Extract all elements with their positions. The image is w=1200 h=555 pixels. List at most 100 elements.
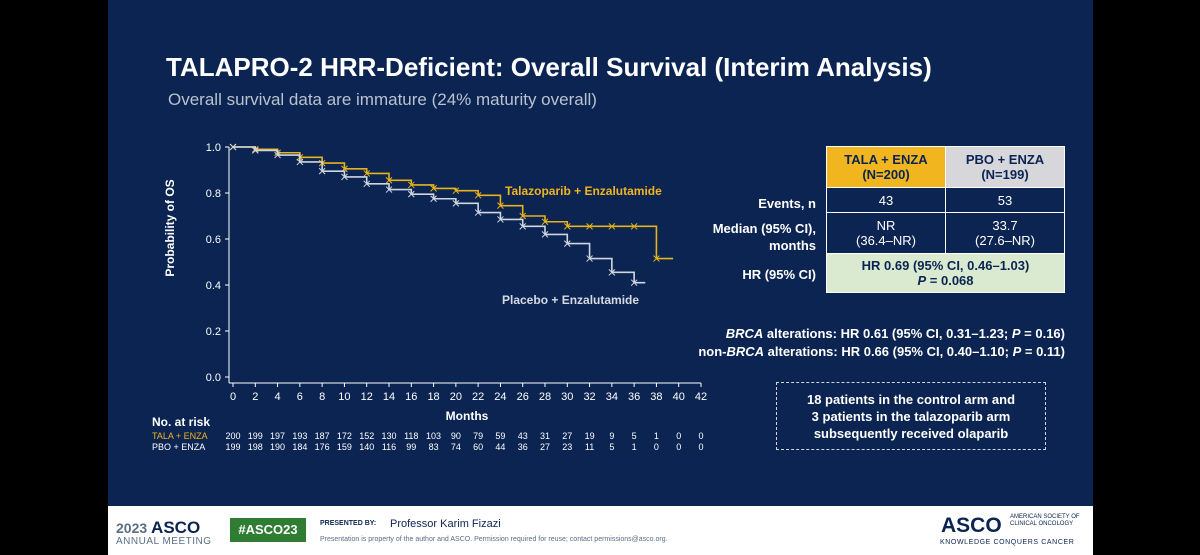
censor-mark-tala [608,222,616,230]
risk-value: 172 [337,431,352,441]
risk-value: 9 [609,431,614,441]
risk-value: 130 [381,431,396,441]
tala-header-line1: TALA + ENZA [844,152,928,167]
risk-value: 1 [632,442,637,452]
risk-value: 187 [315,431,330,441]
events-label: Events, n [758,196,816,211]
risk-table: 200 199 197 193 187 172 152 130 118 103 90 79 59 43 31… [225,431,703,452]
x-tick-label: 0 [230,391,236,403]
censor-mark-pbo [274,151,281,159]
callout-line2: 3 patients in the talazoparib arm [811,408,1011,424]
risk-value: 159 [337,442,352,452]
events-pbo: 53 [945,187,1065,213]
median-label: Median (95% CI), months [668,220,816,254]
risk-value: 83 [429,442,439,452]
x-tick-label: 30 [561,391,573,403]
property-notice: Presentation is property of the author a… [320,536,668,543]
censor-mark-pbo [363,180,371,188]
survival-curves [229,143,674,287]
risk-value: 43 [518,431,528,441]
censor-mark-pbo [341,173,348,181]
footer: 2023 ASCO ANNUAL MEETING #ASCO23 PRESENT… [108,506,1093,555]
risk-value: 19 [585,431,595,441]
y-axis-label: Probability of OS [163,179,177,276]
slide-title: TALAPRO-2 HRR-Deficient: Overall Surviva… [166,52,932,82]
censor-mark-tala [630,222,638,230]
callout-line3: subsequently received olaparib [813,425,1009,441]
y-tick-label: 0.4 [206,280,221,292]
censor-mark-pbo [296,158,304,166]
risk-value: 44 [495,442,505,452]
y-tick-label: 0.8 [206,188,221,200]
median-pbo-value: 33.7 [992,218,1018,233]
meeting-year: 2023 [116,520,148,536]
x-tick-label: 6 [297,391,303,403]
brca-text: alterations: HR 0.61 (95% CI, 0.31–1.23; [763,326,1012,341]
risk-value: 27 [562,431,572,441]
presenter-name: Professor Karim Fizazi [390,518,501,530]
annotation-tala: Talazoparib + Enzalutamide [505,184,662,198]
x-tick-label: 32 [583,391,595,403]
axes: 0.00.20.40.60.81.00 2 4 6 8 10 12 14 16 18 20 22 24 2… [206,142,707,403]
brca-p-label: P [1011,326,1021,341]
y-tick-label: 1.0 [206,142,221,154]
x-tick-label: 4 [275,391,281,403]
hr-p-label: P [917,273,927,288]
tagline: KNOWLEDGE CONQUERS CANCER [940,539,1075,546]
censor-mark-tala [586,222,593,230]
censor-mark-pbo [251,147,259,154]
nonbrca-note: non-BRCA alterations: HR 0.66 (95% CI, 0… [698,344,1065,359]
risk-value: 36 [518,442,528,452]
hr-cell: HR 0.69 (95% CI, 0.46–1.03) P = 0.068 [826,253,1065,293]
x-tick-label: 40 [673,391,685,403]
risk-value: 198 [248,442,263,452]
left-letterbox [0,0,108,555]
x-tick-label: 14 [383,391,395,403]
censor-mark-pbo [430,195,437,203]
pbo-header-line1: PBO + ENZA [965,152,1045,167]
nonbrca-p-value: = 0.11) [1021,344,1065,359]
risk-value: 103 [426,431,441,441]
x-tick-label: 28 [539,391,551,403]
tala-header-line2: (N=200) [862,167,910,182]
censor-mark-tala [497,202,504,210]
risk-value: 0 [698,431,703,441]
risk-value: 199 [225,442,240,452]
censor-mark-pbo [318,167,326,175]
censor-mark-pbo [474,209,482,216]
meeting-asco: ASCO [151,518,201,537]
censor-mark-pbo [229,143,237,151]
meeting-logo: 2023 ASCO [116,518,200,538]
censor-mark-pbo [608,268,616,276]
km-chart: 0.00.20.40.60.81.00 2 4 6 8 10 12 14 16 18 20 22 24 2… [152,142,707,452]
censor-mark-pbo [497,216,504,223]
hr-value: HR 0.69 (95% CI, 0.46–1.03) [861,258,1030,273]
censor-mark-tala [363,170,371,177]
y-tick-label: 0.2 [206,326,221,338]
risk-value: 59 [495,431,505,441]
hashtag-badge: #ASCO23 [230,518,306,542]
presented-by: PRESENTED BY: [320,520,377,527]
median-tala-ci: (36.4–NR) [856,233,916,248]
hr-p-value: P = 0.068 [827,273,1064,288]
x-tick-label: 16 [405,391,417,403]
censor-mark-pbo [541,231,549,238]
median-tala-cell: NR (36.4–NR) [826,212,946,254]
right-letterbox [1093,0,1200,555]
censor-mark-pbo [407,190,415,198]
x-tick-label: 38 [650,391,662,403]
risk-label-tala: TALA + ENZA [152,431,208,441]
pbo-header-line2: (N=199) [981,167,1029,182]
risk-value: 5 [632,431,637,441]
annual-meeting: ANNUAL MEETING [116,536,212,547]
risk-value: 0 [676,431,681,441]
risk-value: 0 [676,442,681,452]
risk-value: 31 [540,431,550,441]
olaparib-callout: 18 patients in the control arm and 3 pat… [776,382,1046,450]
risk-value: 27 [540,442,550,452]
risk-value: 152 [359,431,374,441]
risk-value: 118 [404,431,418,441]
risk-value: 197 [270,431,285,441]
risk-value: 200 [225,431,240,441]
censor-mark-tala [474,191,482,199]
